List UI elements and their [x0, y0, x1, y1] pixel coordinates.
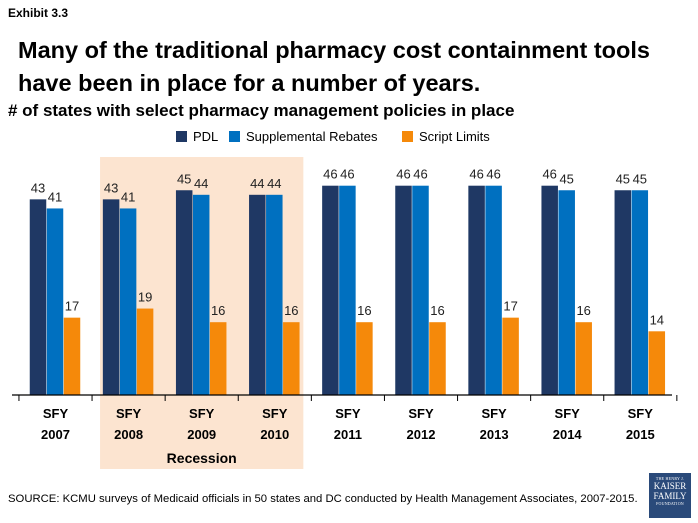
bar-pdl	[175, 190, 193, 395]
data-label-supplemental-rebates: 46	[340, 167, 354, 182]
bar-supplemental-rebates	[485, 185, 502, 395]
bar-pdl	[322, 185, 339, 395]
chart-subtitle: # of states with select pharmacy managem…	[8, 101, 515, 120]
recession-label: Recession	[167, 450, 237, 466]
x-tick-label: SFY	[481, 406, 507, 421]
bar-script-limits	[575, 322, 592, 395]
bar-pdl	[102, 199, 120, 395]
logo-line-2: KAISER	[653, 481, 687, 491]
data-label-supplemental-rebates: 45	[633, 171, 647, 186]
chart-legend: PDL Supplemental Rebates Script Limits	[0, 129, 698, 149]
legend-item-script-limits: Script Limits	[402, 129, 490, 144]
bar-script-limits	[209, 322, 227, 395]
page-title: Many of the traditional pharmacy cost co…	[18, 37, 650, 96]
data-label-supplemental-rebates: 44	[267, 176, 281, 191]
bar-supplemental-rebates	[119, 208, 137, 395]
x-tick-label: 2011	[334, 427, 362, 442]
legend-swatch-pdl	[176, 131, 187, 142]
logo-line-1: THE HENRY J.	[655, 476, 685, 481]
logo-line-4: FOUNDATION	[656, 501, 684, 506]
bar-pdl	[614, 190, 632, 395]
data-label-supplemental-rebates: 41	[121, 189, 135, 204]
data-label-pdl: 46	[323, 167, 337, 182]
data-label-pdl: 43	[31, 180, 45, 195]
data-label-pdl: 46	[396, 167, 410, 182]
source-note: SOURCE: KCMU surveys of Medicaid officia…	[8, 493, 638, 505]
x-tick-label: SFY	[43, 406, 69, 421]
bar-supplemental-rebates	[192, 194, 210, 395]
bar-script-limits	[502, 317, 519, 395]
data-label-script-limits: 17	[503, 299, 517, 314]
bar-supplemental-rebates	[412, 185, 429, 395]
x-tick-label: 2013	[480, 427, 509, 442]
x-tick-label: SFY	[116, 406, 142, 421]
exhibit-label: Exhibit 3.3	[8, 6, 69, 20]
bar-script-limits	[136, 308, 154, 395]
legend-label-pdl: PDL	[193, 129, 219, 144]
data-label-script-limits: 19	[138, 290, 152, 305]
data-label-pdl: 45	[177, 171, 191, 186]
x-tick-label: SFY	[408, 406, 434, 421]
bar-supplemental-rebates	[558, 190, 575, 395]
data-label-supplemental-rebates: 41	[48, 189, 62, 204]
bar-script-limits	[648, 331, 666, 395]
data-label-script-limits: 17	[65, 299, 79, 314]
legend-item-pdl: PDL	[176, 129, 218, 144]
data-label-script-limits: 16	[576, 303, 590, 318]
legend-item-supplemental-rebates: Supplemental Rebates	[229, 129, 378, 144]
bar-script-limits	[429, 322, 446, 395]
x-tick-label: 2015	[626, 427, 655, 442]
data-label-supplemental-rebates: 45	[559, 171, 573, 186]
bar-supplemental-rebates	[631, 190, 649, 395]
x-tick-label: SFY	[555, 406, 581, 421]
bar-pdl	[468, 185, 485, 395]
x-tick-label: SFY	[628, 406, 654, 421]
data-label-script-limits: 16	[430, 303, 444, 318]
data-label-supplemental-rebates: 46	[413, 167, 427, 182]
bar-pdl	[249, 194, 266, 395]
x-tick-label: SFY	[189, 406, 215, 421]
x-tick-label: 2010	[260, 427, 289, 442]
bar-script-limits	[63, 317, 81, 395]
data-label-pdl: 44	[250, 176, 264, 191]
x-tick-label: 2007	[41, 427, 70, 442]
data-label-pdl: 46	[469, 167, 483, 182]
kff-logo: THE HENRY J. KAISER FAMILY FOUNDATION	[649, 473, 691, 518]
data-label-supplemental-rebates: 46	[486, 167, 500, 182]
bar-pdl	[541, 185, 558, 395]
x-tick-label: SFY	[262, 406, 288, 421]
x-tick-label: SFY	[335, 406, 361, 421]
data-label-supplemental-rebates: 44	[194, 176, 208, 191]
data-label-script-limits: 16	[357, 303, 371, 318]
x-tick-label: 2014	[553, 427, 583, 442]
logo-line-3: FAMILY	[653, 491, 687, 501]
data-label-script-limits: 16	[211, 303, 225, 318]
bar-script-limits	[356, 322, 373, 395]
data-label-pdl: 43	[104, 180, 118, 195]
data-label-script-limits: 14	[650, 312, 664, 327]
x-tick-label: 2009	[187, 427, 216, 442]
legend-label-script-limits: Script Limits	[419, 129, 490, 144]
x-tick-label: 2008	[114, 427, 143, 442]
bar-supplemental-rebates	[339, 185, 356, 395]
x-tick-label: 2012	[407, 427, 436, 442]
bar-pdl	[29, 199, 47, 395]
data-label-script-limits: 16	[284, 303, 298, 318]
bar-supplemental-rebates	[266, 194, 283, 395]
data-label-pdl: 46	[542, 167, 556, 182]
legend-swatch-supplemental-rebates	[229, 131, 240, 142]
bar-script-limits	[283, 322, 300, 395]
legend-swatch-script-limits	[402, 131, 413, 142]
bar-pdl	[395, 185, 412, 395]
data-label-pdl: 45	[616, 171, 630, 186]
bar-supplemental-rebates	[46, 208, 64, 395]
legend-label-supplemental-rebates: Supplemental Rebates	[246, 129, 378, 144]
